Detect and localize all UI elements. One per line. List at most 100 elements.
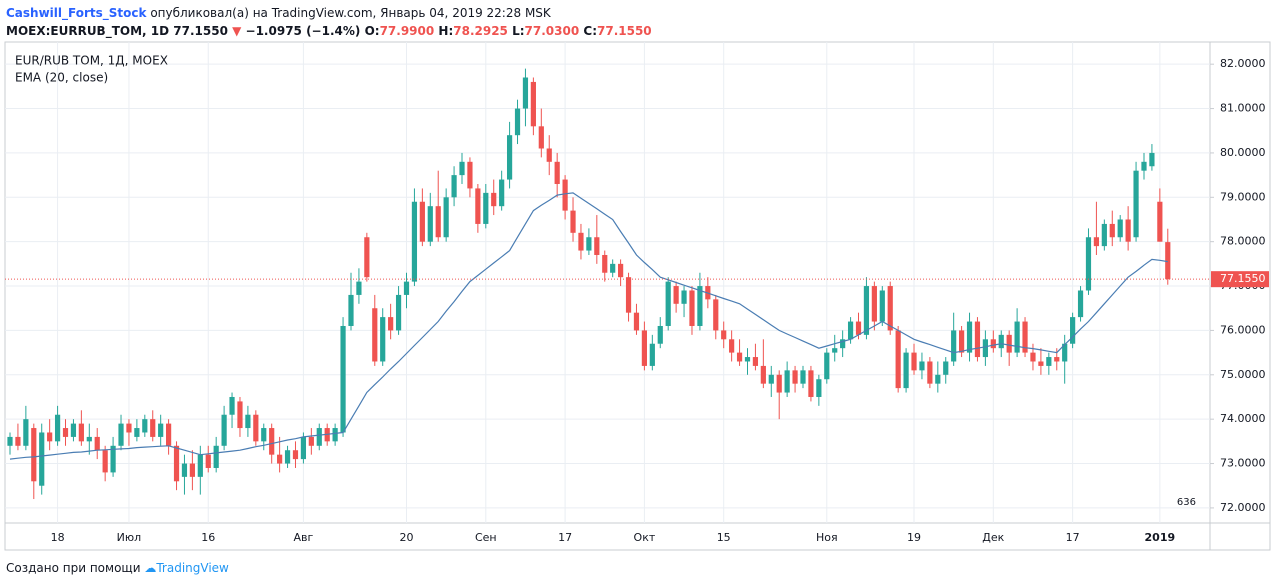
candle-body	[1117, 219, 1123, 238]
candle-body	[760, 365, 766, 384]
candle-body	[158, 423, 164, 437]
candle-body	[506, 135, 513, 180]
candle-body	[443, 197, 449, 238]
candle-body	[610, 263, 616, 273]
candle-body	[205, 454, 211, 468]
candle-body	[1165, 242, 1171, 280]
candle-body	[70, 423, 77, 437]
candle-body	[927, 361, 933, 384]
y-tick-label: 72.0000	[1220, 501, 1266, 514]
candle-body	[292, 450, 299, 460]
candle-body	[1093, 237, 1100, 247]
y-tick-label: 79.0000	[1220, 190, 1266, 203]
candle-body	[863, 286, 870, 335]
candle-body	[102, 450, 108, 473]
candle-body	[316, 428, 322, 446]
published: опубликовал(а) на TradingView.com, Январ…	[150, 6, 551, 20]
candle-body	[657, 325, 663, 344]
l-value: 77.0300	[524, 24, 580, 38]
annotation: 636	[1177, 497, 1196, 508]
candle-body	[126, 423, 132, 433]
candle-body	[47, 432, 53, 442]
candle-body	[681, 290, 687, 304]
candle-body	[1157, 201, 1163, 242]
y-tick-label: 81.0000	[1220, 102, 1266, 115]
candle-body	[1038, 361, 1044, 366]
candle-body	[570, 210, 576, 233]
candle-body	[578, 232, 584, 251]
subtitle: EUR/RUB TOM, 1Д, MOEX	[15, 54, 168, 68]
candle-body	[990, 339, 996, 349]
last: 77.1550	[173, 24, 228, 38]
candle-body	[752, 357, 759, 366]
candle-body	[633, 312, 640, 331]
candle-body	[23, 419, 29, 446]
candle-body	[903, 352, 909, 389]
candle-body	[86, 436, 92, 442]
author[interactable]: Cashwill_Forts_Stock	[6, 6, 147, 20]
candle-body	[380, 317, 386, 362]
candle-body	[388, 317, 394, 331]
candle-body	[832, 348, 838, 353]
candle-body	[538, 126, 544, 149]
x-tick-label: 20	[400, 531, 414, 544]
footer: Создано при помощи ☁TradingView	[6, 561, 229, 575]
candle-body	[142, 419, 148, 433]
candle-body	[277, 454, 283, 464]
candle-body	[554, 161, 560, 184]
header: Cashwill_Forts_Stock опубликовал(а) на T…	[6, 4, 652, 40]
candle-body	[1030, 352, 1036, 362]
candle-body	[1149, 152, 1155, 167]
candle-body	[1062, 343, 1068, 362]
candle-body	[340, 325, 346, 433]
candle-body	[78, 423, 84, 442]
candle-body	[966, 321, 973, 353]
candle-body	[31, 428, 37, 482]
candle-body	[173, 445, 180, 482]
candle-body	[744, 357, 751, 362]
legend-entry: EMA (20, close)	[15, 71, 108, 85]
candle-body	[673, 286, 679, 304]
candle-body	[1022, 321, 1028, 353]
x-tick-label: 19	[907, 531, 921, 544]
candle-body	[372, 308, 378, 362]
candle-body	[689, 290, 695, 326]
candle-body	[895, 330, 901, 389]
candle-body	[356, 281, 362, 295]
candle-body	[1101, 223, 1107, 247]
candle-body	[974, 321, 981, 358]
candle-body	[459, 161, 465, 176]
candle-body	[792, 370, 798, 384]
candle-body	[213, 445, 219, 468]
candle-body	[808, 370, 814, 397]
candle-body	[602, 254, 608, 273]
candle-body	[118, 423, 124, 446]
candle-body	[150, 419, 156, 437]
candle-body	[491, 192, 497, 207]
candle-body	[840, 339, 846, 349]
candle-body	[800, 370, 806, 384]
candle-body	[562, 179, 568, 211]
down-arrow: ▼	[232, 24, 242, 38]
candle-body	[943, 361, 949, 375]
candle-body	[499, 179, 505, 207]
x-tick-label: 15	[717, 531, 731, 544]
candle-body	[269, 428, 275, 455]
y-tick-label: 76.0000	[1220, 323, 1266, 336]
candle-body	[284, 450, 291, 464]
y-tick-label: 73.0000	[1220, 457, 1266, 470]
candle-body	[522, 77, 529, 109]
candle-body	[364, 237, 370, 278]
candle-body	[166, 423, 172, 446]
brand[interactable]: TradingView	[156, 561, 229, 575]
candle-body	[348, 294, 354, 326]
candle-body	[395, 294, 402, 331]
candle-body	[427, 206, 433, 242]
candle-body	[1077, 290, 1084, 318]
candle-body	[871, 286, 877, 322]
y-tick-label: 78.0000	[1220, 235, 1266, 248]
c-label: C:	[583, 24, 597, 38]
x-tick-label: 18	[51, 531, 65, 544]
y-tick-label: 74.0000	[1220, 412, 1266, 425]
candle-body	[665, 281, 671, 326]
